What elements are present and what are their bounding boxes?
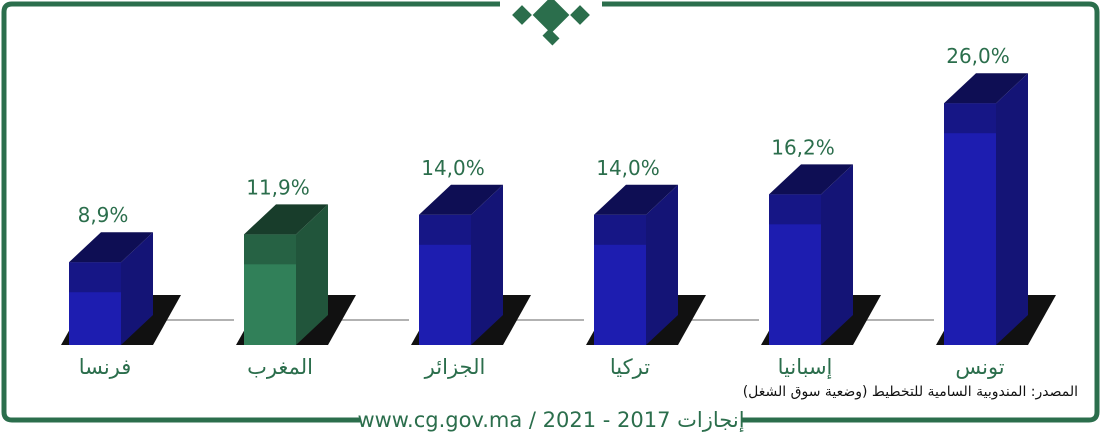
bar-band xyxy=(944,103,996,134)
bar-top xyxy=(594,184,678,215)
bar-band xyxy=(594,214,646,245)
value-label: 11,9% xyxy=(246,175,310,199)
bar xyxy=(411,184,531,345)
frame xyxy=(1,1,1100,423)
bar xyxy=(586,184,706,345)
value-label: 14,0% xyxy=(421,156,485,180)
bar-top xyxy=(69,232,153,263)
bar-side xyxy=(121,232,153,345)
ornament xyxy=(512,0,590,46)
bar xyxy=(936,73,1056,345)
bar xyxy=(761,164,881,345)
value-label: 8,9% xyxy=(78,203,129,227)
bar-side xyxy=(821,164,853,345)
x-tick-label: تركيا xyxy=(610,355,650,379)
value-label: 26,0% xyxy=(946,44,1010,68)
bar xyxy=(61,232,181,345)
bar xyxy=(236,204,356,345)
footer: www.cg.gov.ma / 2021 - 2017 إنجازات xyxy=(357,408,744,433)
bar-top xyxy=(769,164,853,195)
bar-top xyxy=(244,204,328,235)
bar-band xyxy=(419,214,471,245)
source: المصدر: المندوبية السامية للتخطيط (وضعية… xyxy=(743,384,1078,400)
bar-band xyxy=(769,194,821,225)
value-label: 14,0% xyxy=(596,156,660,180)
bar-band xyxy=(244,234,296,265)
bar-front xyxy=(944,103,996,345)
bar-band xyxy=(69,262,121,293)
bar-top xyxy=(419,184,503,215)
bar-side xyxy=(471,184,503,345)
x-tick-label: تونس xyxy=(955,355,1004,379)
bar-side xyxy=(296,204,328,345)
x-tick-label: فرنسا xyxy=(79,355,132,379)
x-tick-label: الجزائر xyxy=(424,355,486,379)
x-tick-label: المغرب xyxy=(247,355,313,379)
bar-top xyxy=(944,73,1028,104)
x-tick-label: إسبانيا xyxy=(778,355,833,380)
bar-side xyxy=(646,184,678,345)
bar-side xyxy=(996,73,1028,345)
value-label: 16,2% xyxy=(771,135,835,159)
